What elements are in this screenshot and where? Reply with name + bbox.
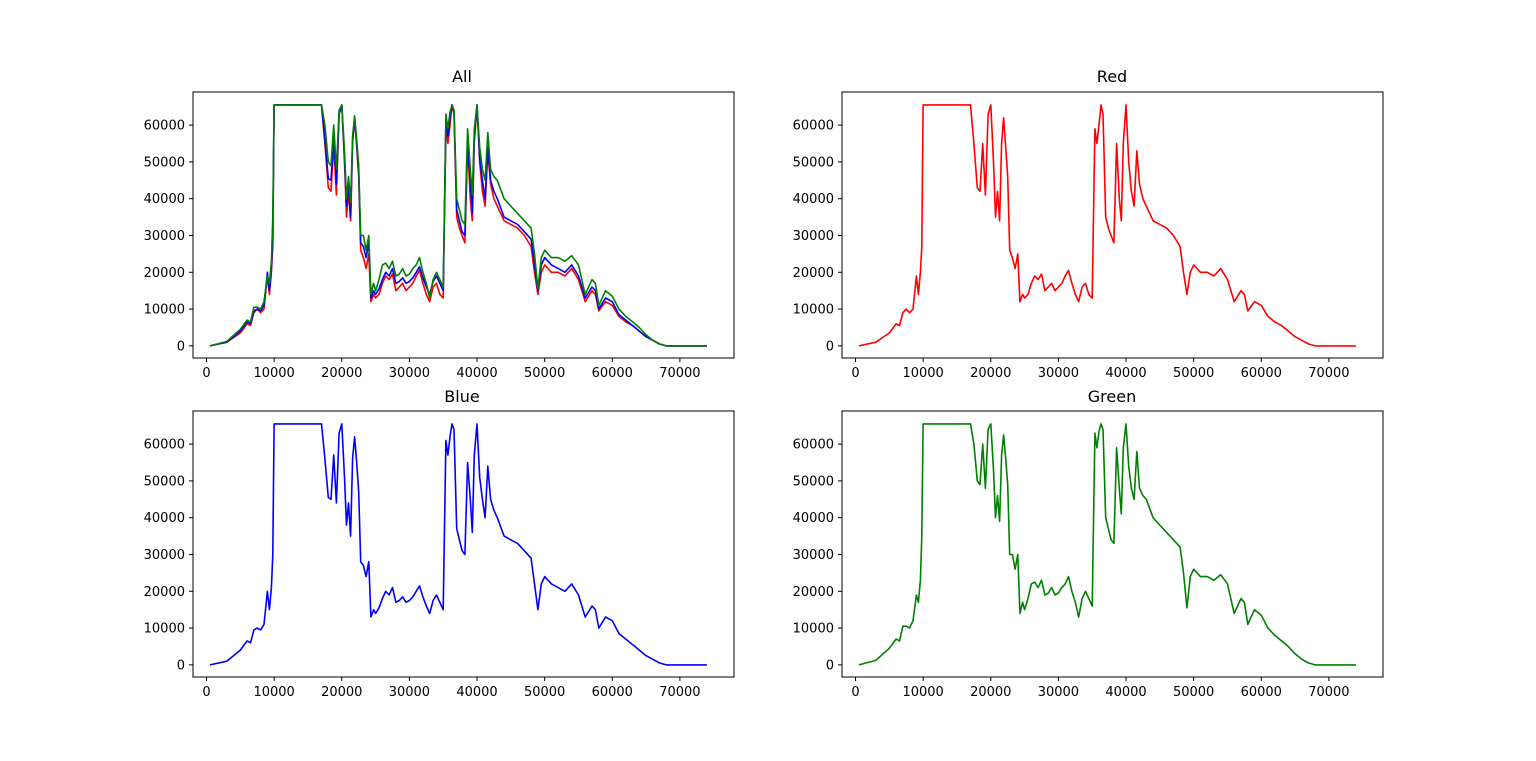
- x-tick-label: 10000: [902, 366, 943, 381]
- y-tick-label: 60000: [793, 438, 834, 453]
- series-line-0: [858, 423, 1356, 666]
- y-tick-label: 0: [177, 658, 185, 673]
- x-tick-label: 0: [202, 366, 210, 381]
- plot-area: 0 10000 20000 30000 40000 50000 60000 70000 0 100…: [144, 410, 735, 700]
- y-tick-label: 60000: [144, 438, 185, 453]
- y-tick-label: 30000: [144, 548, 185, 563]
- series-line-0: [209, 423, 707, 666]
- subplot-title: All: [452, 67, 472, 86]
- y-tick-label: 0: [826, 658, 834, 673]
- subplot-title: Red: [1097, 67, 1127, 86]
- series-line-1: [209, 104, 707, 347]
- subplot-green: Green 0 10000 20000 30000 40000 50000 60000 700…: [793, 387, 1384, 700]
- x-tick-label: 40000: [1105, 685, 1146, 700]
- x-tick-label: 0: [851, 685, 859, 700]
- subplot-title: Green: [1088, 387, 1136, 406]
- x-tick-label: 50000: [524, 366, 565, 381]
- y-tick-label: 20000: [793, 585, 834, 600]
- x-tick-label: 0: [202, 685, 210, 700]
- x-tick-label: 20000: [970, 685, 1011, 700]
- x-tick-label: 40000: [456, 366, 497, 381]
- x-tick-label: 30000: [1038, 685, 1079, 700]
- x-tick-label: 70000: [659, 685, 700, 700]
- y-tick-label: 30000: [793, 548, 834, 563]
- x-tick-label: 40000: [456, 685, 497, 700]
- plot-area: 0 10000 20000 30000 40000 50000 60000 70000 0 100…: [793, 91, 1384, 381]
- series-line-0: [858, 104, 1356, 347]
- x-tick-label: 10000: [253, 685, 294, 700]
- x-tick-label: 20000: [321, 685, 362, 700]
- x-tick-label: 20000: [970, 366, 1011, 381]
- y-tick-label: 40000: [793, 192, 834, 207]
- x-tick-label: 50000: [1173, 685, 1214, 700]
- y-tick-label: 0: [177, 339, 185, 354]
- y-tick-label: 20000: [144, 585, 185, 600]
- x-tick-label: 60000: [1241, 366, 1282, 381]
- series-line-2: [209, 104, 707, 347]
- x-tick-label: 30000: [389, 366, 430, 381]
- x-tick-label: 20000: [321, 366, 362, 381]
- x-tick-label: 60000: [592, 685, 633, 700]
- x-tick-label: 40000: [1105, 366, 1146, 381]
- x-tick-label: 60000: [592, 366, 633, 381]
- subplot-red: Red 0 10000 20000 30000 40000 50000 60000 70000…: [793, 67, 1384, 381]
- y-tick-label: 20000: [793, 266, 834, 281]
- axes-frame: [841, 91, 1384, 359]
- x-tick-label: 60000: [1241, 685, 1282, 700]
- y-tick-label: 60000: [793, 119, 834, 134]
- y-tick-label: 10000: [144, 622, 185, 637]
- y-tick-label: 50000: [144, 155, 185, 170]
- y-tick-label: 0: [826, 339, 834, 354]
- axes-frame: [841, 410, 1384, 678]
- x-tick-label: 50000: [1173, 366, 1214, 381]
- subplot-all: All 0 10000 20000 30000 40000 50000 60000 70000…: [144, 67, 735, 381]
- x-tick-label: 70000: [659, 366, 700, 381]
- plot-area: 0 10000 20000 30000 40000 50000 60000 70000 0 100…: [144, 91, 735, 381]
- x-tick-label: 30000: [389, 685, 430, 700]
- y-tick-label: 50000: [793, 155, 834, 170]
- y-tick-label: 40000: [144, 511, 185, 526]
- y-tick-label: 10000: [144, 303, 185, 318]
- y-tick-label: 40000: [793, 511, 834, 526]
- x-tick-label: 10000: [902, 685, 943, 700]
- plot-area: 0 10000 20000 30000 40000 50000 60000 70000 0 100…: [793, 410, 1384, 700]
- x-tick-label: 0: [851, 366, 859, 381]
- subplot-title: Blue: [444, 387, 479, 406]
- y-tick-label: 10000: [793, 303, 834, 318]
- x-tick-label: 70000: [1308, 366, 1349, 381]
- y-tick-label: 60000: [144, 119, 185, 134]
- x-tick-label: 30000: [1038, 366, 1079, 381]
- y-tick-label: 30000: [793, 229, 834, 244]
- y-tick-label: 30000: [144, 229, 185, 244]
- y-tick-label: 20000: [144, 266, 185, 281]
- x-tick-label: 50000: [524, 685, 565, 700]
- axes-frame: [192, 91, 735, 359]
- axes-frame: [192, 410, 735, 678]
- x-tick-label: 70000: [1308, 685, 1349, 700]
- y-tick-label: 40000: [144, 192, 185, 207]
- y-tick-label: 50000: [793, 474, 834, 489]
- series-line-0: [209, 104, 707, 347]
- x-tick-label: 10000: [253, 366, 294, 381]
- subplot-blue: Blue 0 10000 20000 30000 40000 50000 60000 7000…: [144, 387, 735, 700]
- y-tick-label: 50000: [144, 474, 185, 489]
- y-tick-label: 10000: [793, 622, 834, 637]
